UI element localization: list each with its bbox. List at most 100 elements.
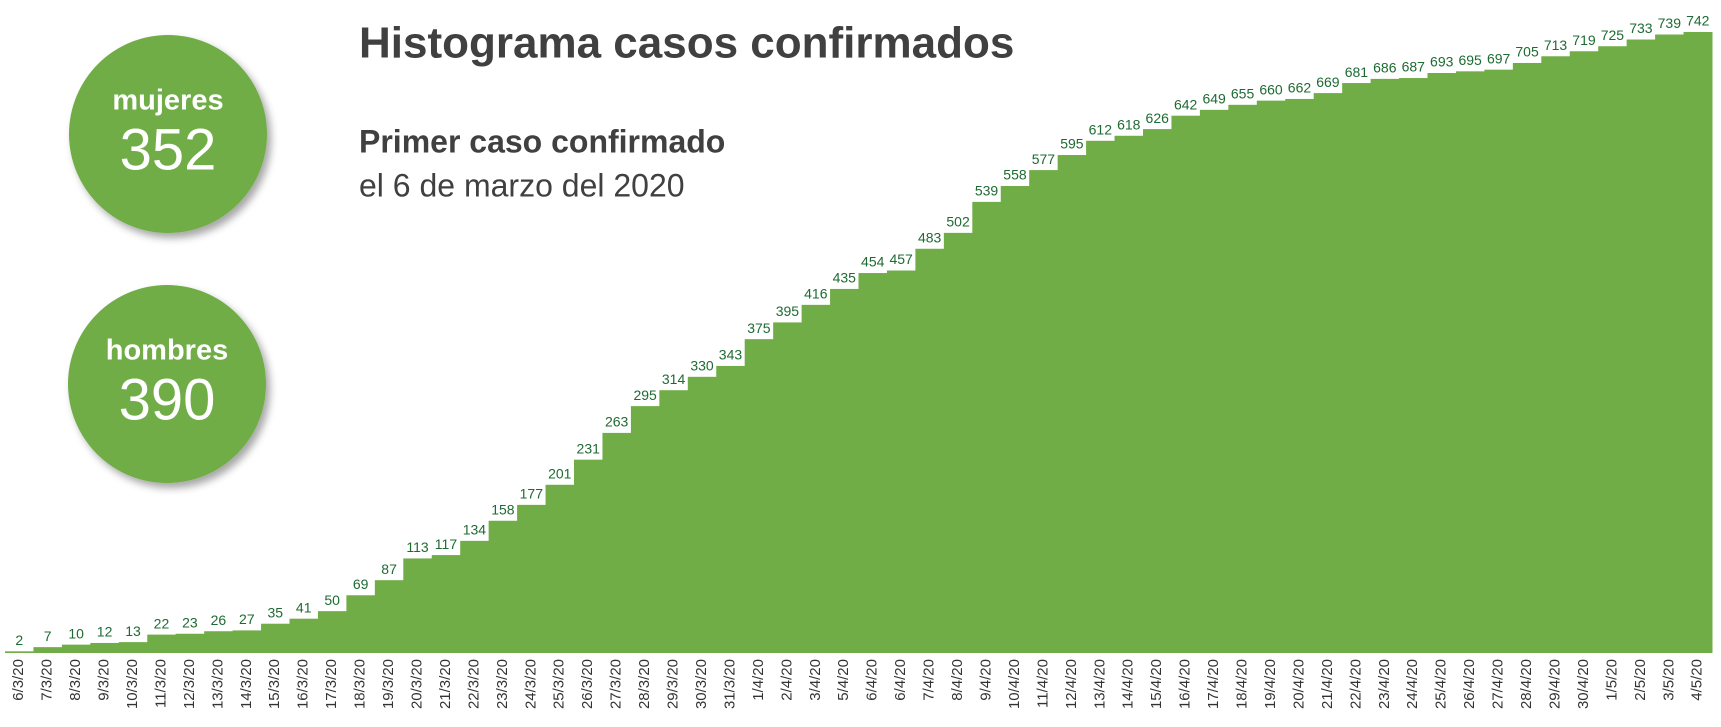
data-label: 662 [1288, 80, 1312, 96]
data-label: 113 [406, 539, 429, 555]
data-label: 626 [1146, 110, 1170, 126]
x-tick-label: 2/5/20 [1632, 659, 1649, 701]
data-label: 725 [1601, 27, 1625, 43]
x-tick-label: 21/3/20 [437, 659, 454, 709]
x-tick-label: 15/4/20 [1148, 659, 1165, 709]
x-tick-label: 12/4/20 [1063, 659, 1080, 709]
x-tick-label: 7/4/20 [921, 659, 938, 701]
data-label: 454 [861, 254, 885, 270]
stat-value: 390 [119, 367, 216, 432]
data-label: 2 [15, 632, 23, 648]
bar [1171, 115, 1201, 653]
x-tick-label: 31/3/20 [721, 659, 738, 709]
x-tick-label: 3/5/20 [1660, 659, 1677, 701]
data-label: 733 [1629, 20, 1653, 36]
bar [830, 288, 859, 653]
data-label: 375 [747, 320, 771, 336]
x-tick-label: 16/3/20 [295, 659, 312, 709]
data-label: 69 [353, 576, 369, 592]
subtitle: Primer caso confirmado [359, 123, 725, 159]
bar [460, 540, 490, 653]
x-tick-label: 6/4/20 [892, 659, 909, 701]
bar [1285, 98, 1315, 654]
data-label: 681 [1345, 64, 1369, 80]
data-label: 595 [1060, 136, 1084, 152]
bar [374, 580, 404, 653]
bar [659, 390, 689, 653]
chart-title: Histograma casos confirmados [359, 19, 1014, 68]
x-tick-label: 17/4/20 [1205, 659, 1222, 709]
x-tick-label: 9/3/20 [96, 659, 113, 701]
x-tick-label: 13/3/20 [209, 659, 226, 709]
x-tick-label: 29/3/20 [665, 659, 682, 709]
data-label: 693 [1430, 54, 1454, 70]
x-tick-label: 8/4/20 [949, 659, 966, 701]
x-tick-label: 16/4/20 [1177, 659, 1194, 709]
data-label: 10 [68, 625, 84, 641]
x-tick-label: 12/3/20 [181, 659, 198, 709]
data-label: 22 [154, 615, 170, 631]
data-label: 695 [1458, 52, 1482, 68]
bar [289, 618, 319, 653]
bar [204, 631, 234, 653]
x-tick-label: 11/3/20 [152, 659, 169, 708]
x-tick-label: 26/4/20 [1461, 659, 1478, 709]
data-label: 642 [1174, 96, 1198, 112]
bar [602, 432, 632, 653]
x-tick-label: 20/4/20 [1290, 659, 1307, 709]
data-label: 502 [946, 214, 970, 230]
data-label: 539 [975, 183, 999, 199]
data-label: 686 [1373, 60, 1397, 76]
data-label: 457 [889, 251, 913, 267]
data-label: 134 [463, 522, 487, 538]
x-tick-label: 20/3/20 [408, 659, 425, 709]
subtitle-detail: el 6 de marzo del 2020 [359, 167, 685, 203]
bar [232, 630, 262, 653]
x-tick-label: 5/4/20 [835, 659, 852, 701]
bar [858, 273, 888, 653]
bar [403, 558, 433, 653]
bar [118, 642, 148, 653]
bar [175, 633, 205, 653]
bar [744, 339, 774, 653]
bar [1313, 93, 1343, 653]
x-tick-label: 27/3/20 [608, 659, 625, 709]
data-label: 295 [633, 387, 657, 403]
data-label: 87 [381, 561, 397, 577]
bar [261, 623, 290, 653]
data-label: 7 [44, 628, 52, 644]
x-tick-label: 22/4/20 [1347, 659, 1364, 709]
x-tick-label: 15/3/20 [266, 659, 283, 709]
bar [1484, 69, 1514, 653]
bar [1655, 34, 1685, 653]
data-label: 649 [1202, 91, 1226, 107]
data-label: 669 [1316, 74, 1340, 90]
bar [1512, 62, 1542, 653]
bar [1228, 104, 1258, 653]
data-label: 395 [776, 303, 800, 319]
data-label: 618 [1117, 116, 1141, 132]
bar [1427, 73, 1457, 653]
data-label: 314 [662, 371, 686, 387]
data-label: 231 [577, 440, 601, 456]
data-label: 117 [435, 536, 458, 552]
x-tick-label: 13/4/20 [1091, 659, 1108, 709]
data-label: 697 [1487, 50, 1511, 66]
data-label: 416 [804, 286, 828, 302]
data-label: 343 [719, 347, 743, 363]
bar [773, 322, 803, 653]
x-tick-label: 22/3/20 [465, 659, 482, 709]
x-tick-label: 11/4/20 [1034, 659, 1051, 708]
bar [886, 270, 916, 653]
bar [943, 232, 973, 653]
data-label: 26 [211, 612, 227, 628]
x-tick-label: 24/3/20 [522, 659, 539, 709]
x-tick-label: 26/3/20 [579, 659, 596, 709]
bar [1370, 78, 1400, 654]
x-tick-label: 8/3/20 [67, 659, 84, 701]
bar [33, 647, 63, 653]
data-label: 23 [182, 614, 198, 630]
x-tick-label: 28/3/20 [636, 659, 653, 709]
x-tick-label: 9/4/20 [977, 659, 994, 701]
